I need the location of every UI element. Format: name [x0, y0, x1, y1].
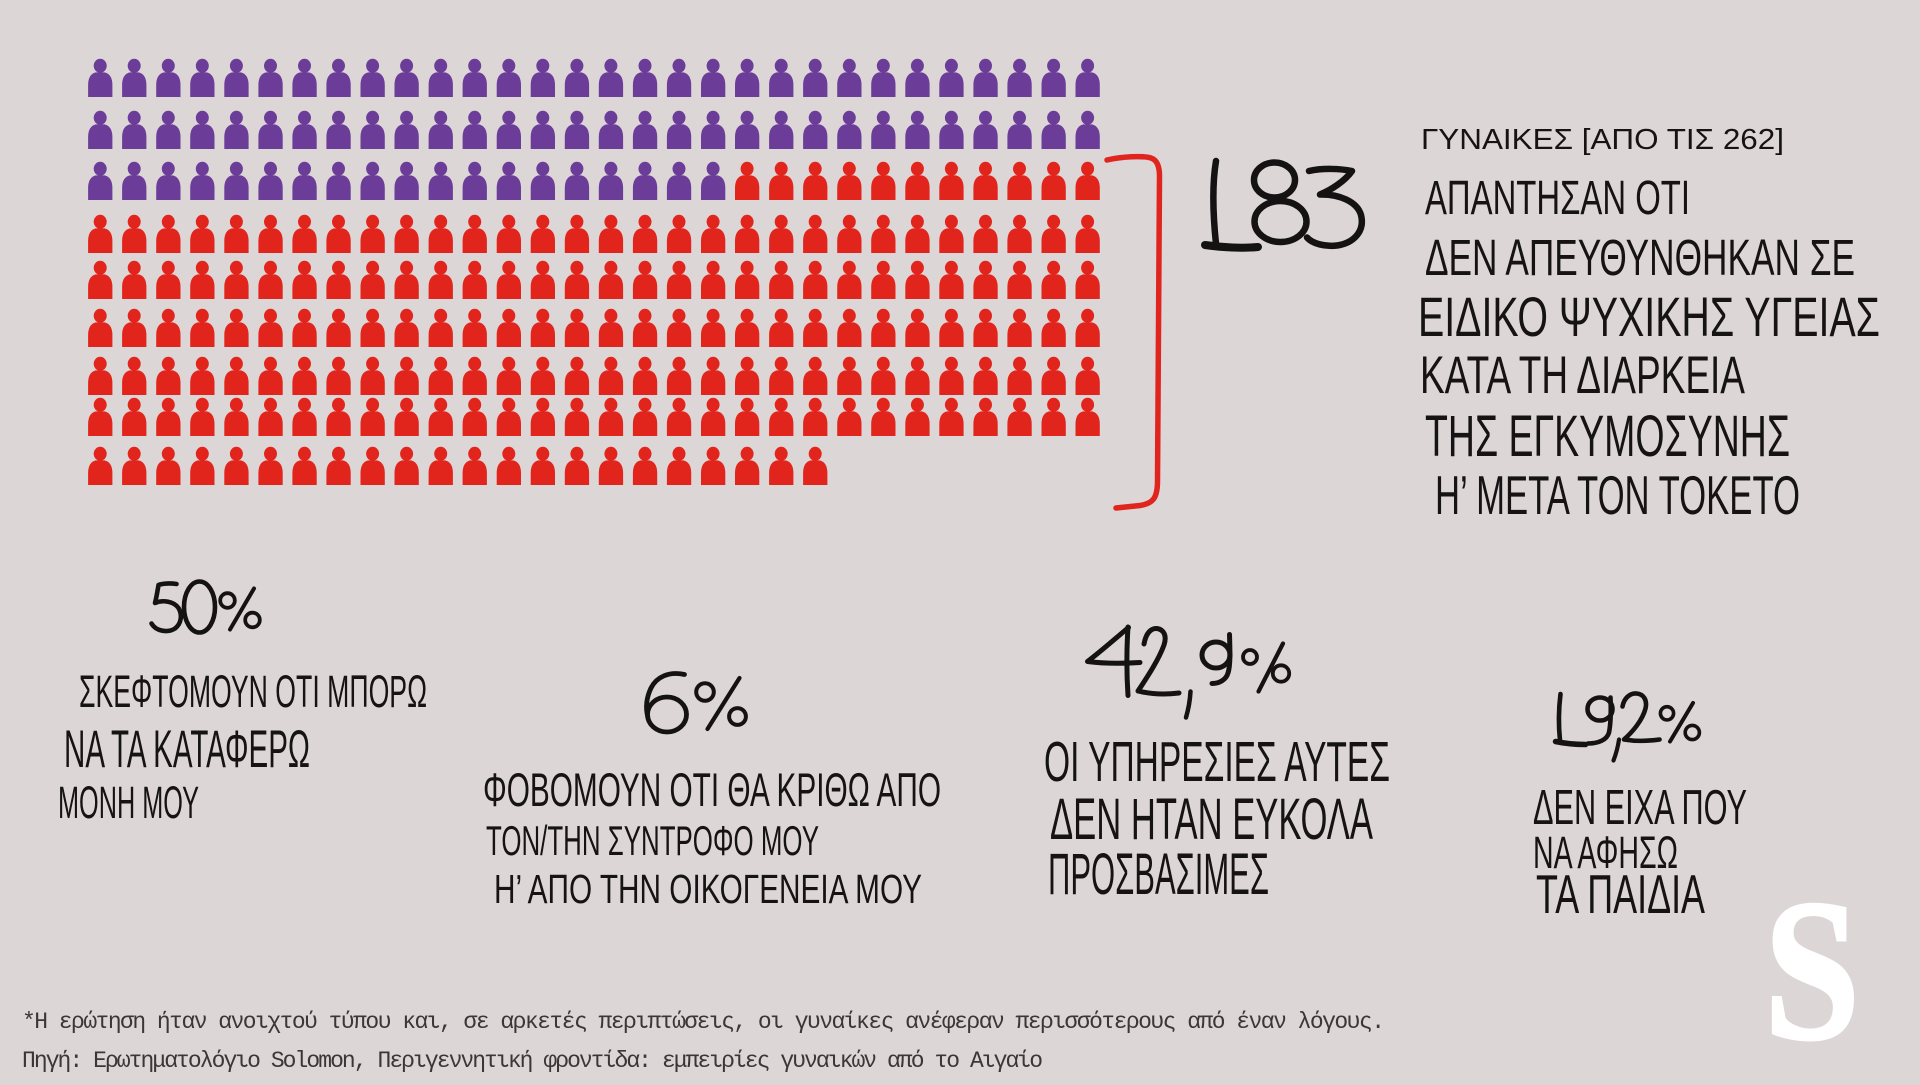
svg-text:ΚΑΤΑ ΤΗ ΔΙΑΡΚΕΙΑ: ΚΑΤΑ ΤΗ ΔΙΑΡΚΕΙΑ — [1420, 346, 1745, 405]
svg-text:ΜΟΝΗ ΜΟΥ: ΜΟΝΗ ΜΟΥ — [58, 777, 199, 828]
svg-text:ΝΑ ΤΑ ΚΑΤΑΦΕΡΩ: ΝΑ ΤΑ ΚΑΤΑΦΕΡΩ — [64, 720, 310, 779]
svg-text:ΝΑ ΑΦΗΣΩ: ΝΑ ΑΦΗΣΩ — [1533, 827, 1678, 878]
svg-text:ΔΕΝ ΕΙΧΑ ΠΟΥ: ΔΕΝ ΕΙΧΑ ΠΟΥ — [1533, 781, 1747, 835]
svg-text:ΤΟΝ/ΤΗΝ ΣΥΝΤΡΟΦΟ ΜΟΥ: ΤΟΝ/ΤΗΝ ΣΥΝΤΡΟΦΟ ΜΟΥ — [486, 817, 819, 864]
svg-text:*Η ερώτηση ήταν ανοιχτού τύπου: *Η ερώτηση ήταν ανοιχτού τύπου και, σε α… — [22, 1009, 1385, 1035]
svg-text:Η’ ΜΕΤΑ ΤΟΝ ΤΟΚΕΤΟ: Η’ ΜΕΤΑ ΤΟΝ ΤΟΚΕΤΟ — [1435, 464, 1800, 526]
svg-text:ΦΟΒΟΜΟΥΝ ΟΤΙ ΘΑ ΚΡΙΘΩ ΑΠΟ: ΦΟΒΟΜΟΥΝ ΟΤΙ ΘΑ ΚΡΙΘΩ ΑΠΟ — [483, 763, 941, 816]
svg-text:ΓΥΝΑΙΚΕΣ [ΑΠΟ ΤΙΣ 262]: ΓΥΝΑΙΚΕΣ [ΑΠΟ ΤΙΣ 262] — [1421, 124, 1784, 156]
svg-text:ΣΚΕΦΤΟΜΟΥΝ ΟΤΙ ΜΠΟΡΩ: ΣΚΕΦΤΟΜΟΥΝ ΟΤΙ ΜΠΟΡΩ — [79, 666, 427, 717]
svg-text:ΠΡΟΣΒΑΣΙΜΕΣ: ΠΡΟΣΒΑΣΙΜΕΣ — [1048, 842, 1269, 907]
svg-text:ΟΙ ΥΠΗΡΕΣΙΕΣ ΑΥΤΕΣ: ΟΙ ΥΠΗΡΕΣΙΕΣ ΑΥΤΕΣ — [1044, 730, 1390, 794]
svg-text:ΤΑ ΠΑΙΔΙΑ: ΤΑ ΠΑΙΔΙΑ — [1536, 863, 1705, 925]
svg-text:Πηγή: Ερωτηματολόγιο Solomon,: Πηγή: Ερωτηματολόγιο Solomon, Περιγεννητ… — [22, 1048, 1043, 1074]
svg-text:ΤΗΣ ΕΓΚΥΜΟΣΥΝΗΣ: ΤΗΣ ΕΓΚΥΜΟΣΥΝΗΣ — [1425, 404, 1790, 469]
svg-text:ΕΙΔΙΚΟ ΨΥΧΙΚΗΣ ΥΓΕΙΑΣ: ΕΙΔΙΚΟ ΨΥΧΙΚΗΣ ΥΓΕΙΑΣ — [1418, 285, 1880, 348]
svg-text:ΑΠΑΝΤΗΣΑΝ ΟΤΙ: ΑΠΑΝΤΗΣΑΝ ΟΤΙ — [1425, 172, 1690, 225]
svg-text:S: S — [1764, 858, 1860, 1080]
svg-text:ΔΕΝ ΗΤΑΝ ΕΥΚΟΛΑ: ΔΕΝ ΗΤΑΝ ΕΥΚΟΛΑ — [1050, 787, 1373, 852]
svg-text:Η’ ΑΠΟ ΤΗΝ ΟΙΚΟΓΕΝΕΙΑ ΜΟΥ: Η’ ΑΠΟ ΤΗΝ ΟΙΚΟΓΕΝΕΙΑ ΜΟΥ — [494, 866, 922, 912]
svg-text:ΔΕΝ ΑΠΕΥΘΥΝΘΗΚΑΝ ΣΕ: ΔΕΝ ΑΠΕΥΘΥΝΘΗΚΑΝ ΣΕ — [1425, 229, 1855, 286]
